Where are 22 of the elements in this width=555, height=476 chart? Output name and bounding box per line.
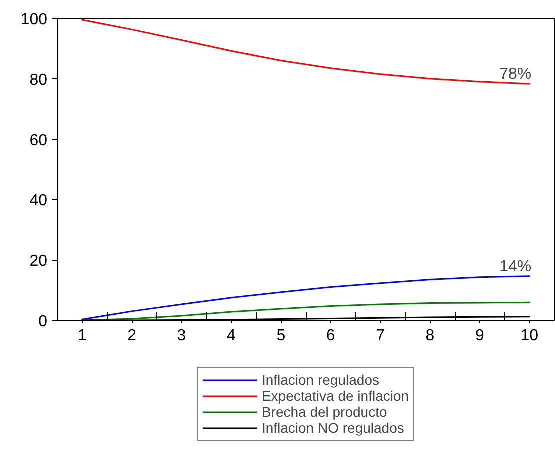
- legend-label: Expectativa de inflacion: [262, 388, 410, 404]
- x-tick-label: 2: [128, 328, 137, 344]
- x-tick-label: 3: [177, 328, 186, 344]
- annotation: 78%: [500, 66, 532, 84]
- y-tick-label: 0: [38, 314, 48, 330]
- y-tick-label: 80: [30, 72, 48, 89]
- x-tick-label: 4: [227, 328, 236, 344]
- legend-label: Inflacion regulados: [262, 372, 380, 388]
- legend-label: Inflacion NO regulados: [262, 420, 404, 436]
- x-tick-label: 5: [276, 328, 286, 344]
- y-tick-label: 20: [30, 253, 48, 270]
- y-tick-label: 40: [30, 192, 48, 210]
- x-tick-label: 8: [426, 328, 435, 344]
- y-tick-label: 60: [30, 132, 48, 150]
- x-tick-label: 6: [326, 328, 336, 344]
- legend-label: Brecha del producto: [262, 404, 388, 420]
- x-tick-label: 9: [476, 328, 484, 344]
- x-tick-label: 10: [520, 328, 539, 344]
- x-tick-label: 1: [78, 328, 87, 344]
- x-tick-label: 7: [376, 328, 386, 344]
- annotation: 14%: [500, 258, 532, 276]
- y-tick-label: 100: [20, 12, 48, 28]
